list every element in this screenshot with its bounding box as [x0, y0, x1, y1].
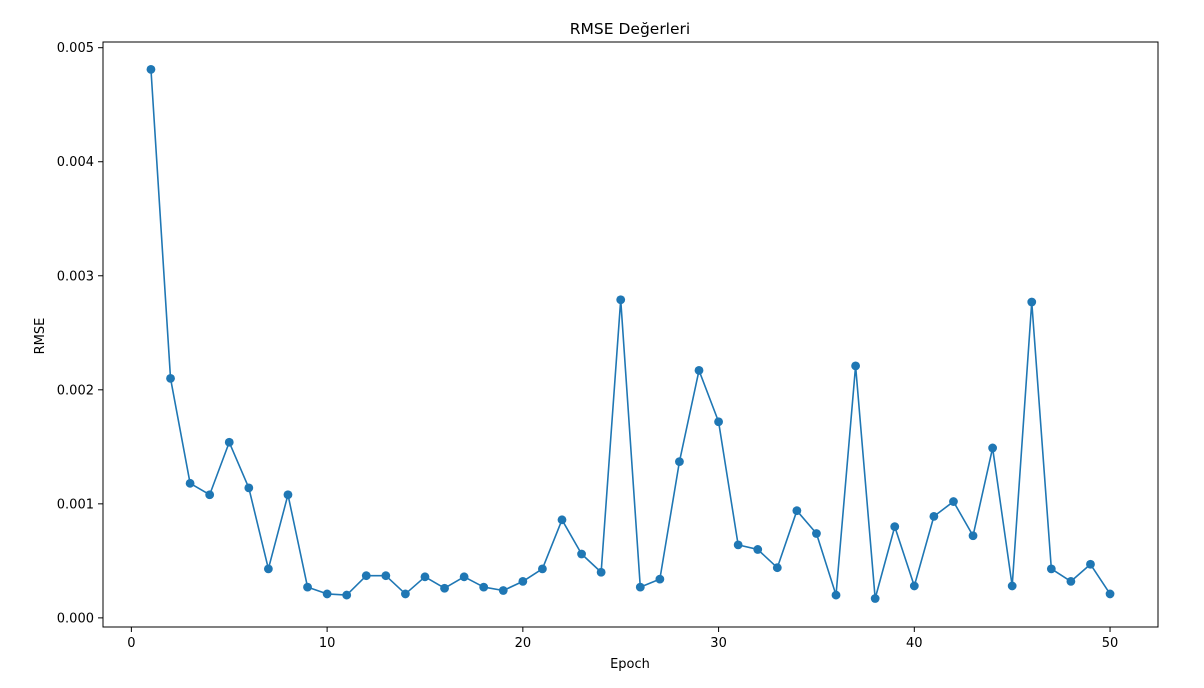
data-point: [577, 549, 586, 559]
data-point: [812, 529, 821, 538]
chart-title: RMSE Değerleri: [570, 20, 690, 38]
data-point: [166, 374, 175, 383]
data-point: [244, 483, 254, 493]
data-point: [146, 64, 156, 74]
data-point: [753, 545, 763, 554]
x-tick-label: 30: [710, 636, 727, 651]
data-point: [479, 582, 489, 592]
x-tick-label: 20: [515, 636, 532, 651]
data-point: [263, 564, 273, 574]
data-point: [635, 582, 645, 592]
data-point: [1046, 564, 1056, 574]
data-point: [1105, 589, 1115, 599]
data-point: [440, 583, 449, 593]
y-axis-label: RMSE: [33, 318, 48, 355]
data-point: [772, 563, 782, 573]
data-point: [538, 564, 547, 574]
y-tick-label: 0.005: [57, 41, 94, 56]
data-point: [1086, 559, 1095, 569]
ticks-layer: 0 10 20 30 40 50 0.000 0.001 0.002 0.003 0.004 0.00…: [57, 41, 1119, 651]
x-tick-label: 10: [319, 636, 336, 651]
data-point: [831, 590, 841, 600]
data-point: [557, 515, 567, 525]
data-point: [694, 366, 704, 375]
data-point: [675, 457, 684, 467]
data-point: [792, 506, 802, 516]
y-tick-label: 0.003: [57, 269, 94, 284]
x-axis-label: Epoch: [610, 657, 650, 672]
data-point: [929, 511, 939, 521]
data-point: [1066, 576, 1076, 586]
data-point: [968, 531, 978, 541]
data-point: [870, 594, 880, 603]
data-point: [733, 540, 743, 550]
data-point: [616, 295, 626, 305]
data-point: [420, 572, 430, 582]
data-point: [851, 361, 860, 371]
data-point: [401, 589, 410, 599]
data-point: [498, 586, 508, 595]
data-point: [890, 522, 900, 532]
data-point: [1027, 297, 1037, 307]
y-tick-label: 0.002: [57, 383, 94, 398]
data-point: [518, 576, 528, 586]
data-point: [224, 437, 234, 447]
series-layer: [146, 64, 1115, 603]
data-point: [596, 567, 606, 577]
y-tick-label: 0.001: [57, 497, 94, 512]
plot-area-frame: [102, 41, 1159, 628]
data-point: [303, 582, 312, 592]
x-tick-label: 0: [127, 636, 135, 651]
data-point: [185, 478, 195, 488]
data-point: [714, 417, 723, 427]
data-point: [342, 590, 352, 600]
x-tick-label: 50: [1102, 636, 1119, 651]
data-point: [459, 572, 469, 582]
x-tick-label: 40: [906, 636, 923, 651]
data-point: [322, 589, 332, 599]
data-point: [1007, 581, 1017, 591]
data-point: [205, 490, 215, 500]
data-point: [909, 581, 919, 591]
data-point: [283, 490, 293, 500]
data-point: [361, 571, 371, 581]
data-point: [949, 497, 958, 506]
data-point: [381, 571, 391, 581]
data-point: [988, 443, 998, 453]
data-point: [655, 574, 665, 584]
y-tick-label: 0.000: [57, 611, 94, 626]
y-tick-label: 0.004: [57, 155, 94, 170]
